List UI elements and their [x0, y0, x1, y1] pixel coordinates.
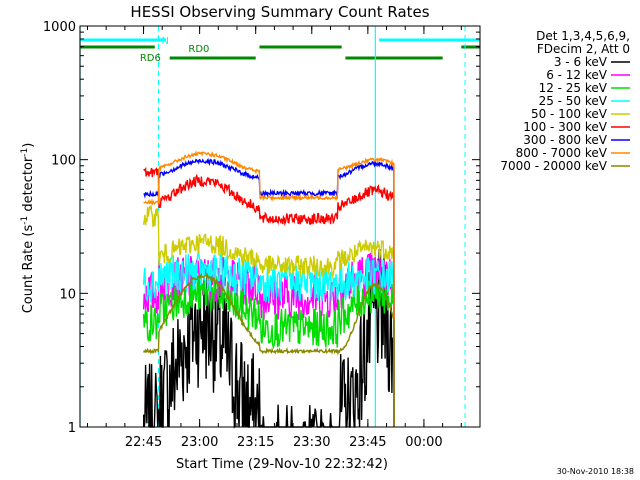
series-line	[142, 272, 395, 428]
x-tick-label: 23:30	[293, 435, 330, 450]
y-tick-label: 1	[68, 421, 76, 436]
series-line	[142, 273, 395, 428]
series-line	[143, 149, 395, 428]
x-tick-label: 23:15	[237, 435, 274, 450]
legend-header: Det 1,3,4,5,6,9,	[536, 29, 630, 43]
series-line	[143, 157, 395, 428]
legend-label: 100 - 300 keV	[523, 120, 607, 134]
chart-title: HESSI Observing Summary Count Rates	[130, 3, 429, 21]
annotation-n: N	[162, 36, 169, 47]
x-tick-label: 00:00	[405, 435, 442, 450]
x-axis-label: Start Time (29-Nov-10 22:32:42)	[176, 457, 388, 472]
x-tick-label: 23:00	[181, 435, 218, 450]
legend-label: 800 - 7000 keV	[516, 146, 608, 160]
legend-label: 6 - 12 keV	[546, 68, 608, 82]
legend-label: 12 - 25 keV	[539, 81, 608, 95]
legend-label: 25 - 50 keV	[539, 94, 608, 108]
series-lines	[142, 149, 395, 429]
series-line	[143, 166, 395, 428]
footer-date: 30-Nov-2010 18:38	[557, 467, 634, 476]
y-tick-label: 10	[59, 287, 76, 302]
annotation-rd6: RD6	[140, 53, 161, 64]
y-tick-label: 100	[51, 154, 76, 169]
legend-label: 50 - 100 keV	[531, 107, 608, 121]
axes: 1 10 100 1000 22:45 23:00 23:15 23:30 23:45 00:00	[43, 20, 481, 450]
y-tick-label: 1000	[43, 20, 76, 35]
legend-label: 7000 - 20000 keV	[500, 159, 607, 173]
series-line	[142, 250, 395, 428]
plot-frame	[79, 25, 481, 428]
legend: Det 1,3,4,5,6,9,FDecim 2, Att 03 - 6 keV…	[500, 29, 630, 173]
x-tick-label: 23:45	[349, 435, 386, 450]
legend-label: 300 - 800 keV	[523, 133, 607, 147]
annotation-rd0: RD0	[188, 44, 209, 55]
y-axis-label: Count Rate (s-1 detector-1)	[20, 143, 36, 314]
series-line	[142, 205, 395, 428]
x-tick-label: 22:45	[125, 435, 162, 450]
legend-header: FDecim 2, Att 0	[537, 42, 630, 56]
observing-flags: N RD0 RD6	[79, 26, 480, 427]
legend-label: 3 - 6 keV	[554, 55, 608, 69]
